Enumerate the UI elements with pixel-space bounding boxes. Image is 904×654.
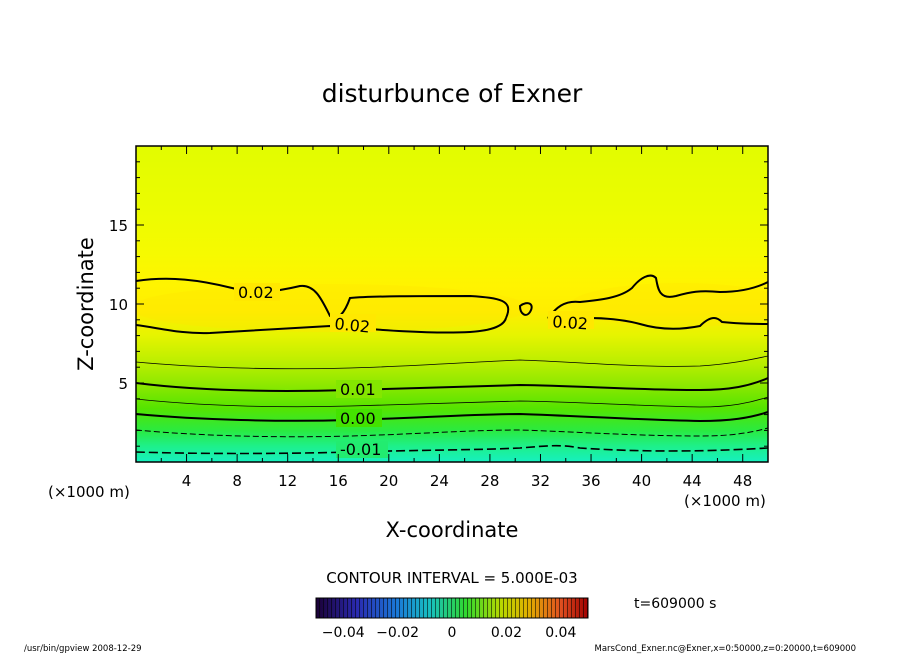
colorbar-frame	[315, 597, 589, 619]
contour-label-bg-1	[234, 283, 280, 301]
y-axis-label: Z-coordinate	[74, 237, 98, 371]
y-tick-label: 5	[118, 375, 128, 393]
time-label: t=609000 s	[634, 596, 716, 612]
y-tick-label: 15	[109, 217, 128, 235]
contour-0.00	[136, 411, 768, 423]
contour-0.005	[136, 396, 768, 408]
x-tick-label: 20	[379, 472, 398, 490]
x-tick-label: 24	[430, 472, 449, 490]
x-tick-label: 48	[733, 472, 752, 490]
colorbar-tick-label: −0.04	[322, 625, 365, 641]
plot-area: 0.02 0.02 0.02 0.01 0.00 -0.01	[136, 146, 768, 462]
contour-interval: CONTOUR INTERVAL = 5.000E-03	[326, 569, 577, 587]
x-tick-label: 16	[329, 472, 348, 490]
contour-label: 0.02	[334, 314, 371, 337]
x-axis-label: X-coordinate	[386, 518, 519, 542]
colorbar-ticks: −0.04 −0.02 0 0.02 0.04	[322, 625, 577, 641]
y-ticks: 5 10 15	[109, 161, 768, 447]
footer-right: MarsCond_Exner.nc@Exner,x=0:50000,z=0:20…	[594, 644, 856, 654]
colorbar-tick-label: 0	[448, 625, 457, 641]
contour-label-bg-3	[548, 311, 594, 329]
x-tick-label: 36	[581, 472, 600, 490]
contour-0.01	[136, 377, 768, 392]
contour-label: 0.02	[552, 312, 589, 333]
colorbar-hatch	[316, 598, 588, 618]
x-unit-right: (×1000 m)	[684, 492, 766, 510]
contour-minus-0.005	[136, 427, 768, 438]
contour-0.02-blob	[518, 302, 533, 316]
colorbar-tick-label: 0.02	[491, 625, 522, 641]
x-tick-label: 12	[278, 472, 297, 490]
x-unit-left: (×1000 m)	[48, 483, 130, 501]
x-tick-label: 40	[632, 472, 651, 490]
contour-label: 0.00	[340, 409, 376, 428]
contour-0.015	[136, 355, 768, 370]
contour-label-bg-2	[330, 314, 376, 332]
y-tick-label: 10	[109, 296, 128, 314]
contour-label: 0.02	[238, 283, 274, 302]
contour-minus-0.01	[136, 444, 768, 455]
x-tick-label: 28	[480, 472, 499, 490]
x-ticks: 4 8 12 16 20 24 28 32 36 40 44 48	[160, 146, 752, 490]
contour-label-bg-4	[336, 380, 382, 398]
footer-left: /usr/bin/gpview 2008-12-29	[24, 644, 142, 654]
x-tick-label: 8	[232, 472, 242, 490]
chart-title: disturbunce of Exner	[322, 79, 583, 108]
contour-label-bg-5	[336, 409, 382, 427]
contour-label: -0.01	[340, 440, 381, 459]
contour-label: 0.01	[340, 380, 376, 399]
contour-label-bg-6	[336, 441, 388, 458]
x-tick-label: 32	[531, 472, 550, 490]
x-tick-label: 44	[683, 472, 702, 490]
shading-high-band-right	[570, 283, 768, 327]
colorbar-tick-label: 0.04	[545, 625, 576, 641]
colorbar-tick-label: −0.02	[376, 625, 419, 641]
x-tick-label: 4	[182, 472, 192, 490]
field-shading	[136, 146, 768, 462]
